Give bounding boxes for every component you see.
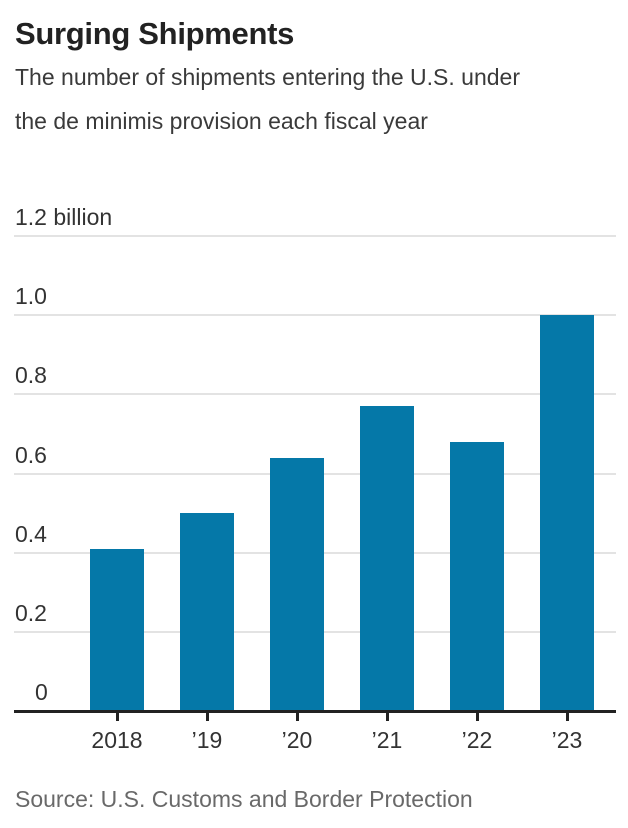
bar-19 — [180, 513, 234, 711]
chart-title: Surging Shipments — [15, 16, 295, 51]
y-axis-label: 0.4 — [15, 520, 47, 547]
y-gridline — [14, 393, 616, 396]
x-axis-tick — [475, 710, 479, 721]
x-axis-tick — [115, 710, 119, 721]
x-axis-line — [14, 710, 616, 713]
y-axis-label: 0.8 — [15, 362, 47, 389]
x-axis-label: ’23 — [551, 727, 583, 753]
y-axis-label: 0.6 — [15, 441, 47, 468]
x-axis-label: ’22 — [461, 727, 493, 753]
x-axis-label: 2018 — [91, 727, 143, 753]
source-note: Source: U.S. Customs and Border Protecti… — [15, 786, 473, 812]
y-gridline — [14, 314, 616, 317]
x-axis-label: ’21 — [371, 727, 403, 753]
x-axis-tick — [385, 710, 389, 721]
y-gridline — [14, 235, 616, 237]
x-axis-tick — [565, 710, 569, 721]
y-axis-label: 0 — [35, 679, 48, 705]
x-axis-label: ’19 — [191, 727, 223, 753]
bar-2018 — [90, 548, 144, 711]
x-axis-tick — [205, 710, 209, 721]
x-axis-tick — [295, 710, 299, 721]
bar-21 — [360, 406, 414, 711]
chart-subtitle: The number of shipments entering the U.S… — [15, 64, 521, 134]
y-axis-label: 0.2 — [15, 599, 47, 626]
y-axis-label: 1.2 billion — [15, 204, 113, 230]
bar-23 — [540, 315, 594, 711]
bar-20 — [270, 457, 324, 711]
x-axis-label: ’20 — [281, 727, 313, 753]
y-axis-label: 1.0 — [15, 283, 47, 310]
bar-22 — [450, 441, 504, 711]
